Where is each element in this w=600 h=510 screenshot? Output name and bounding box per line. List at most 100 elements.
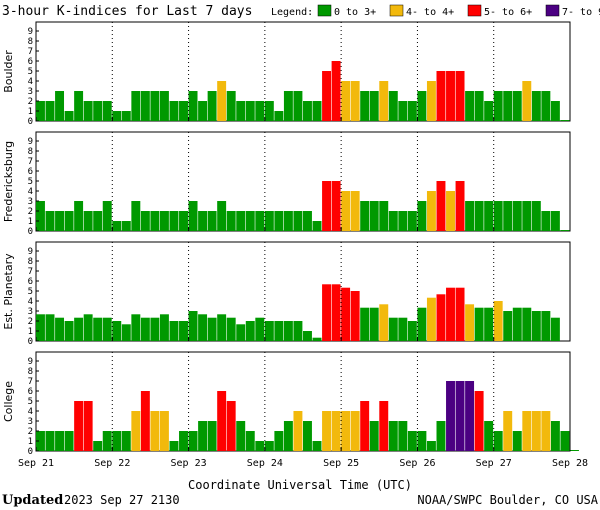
- kindex-bar: [455, 181, 465, 231]
- kindex-bar: [503, 91, 513, 121]
- y-tick-label: 3: [28, 197, 33, 207]
- kindex-bar: [341, 81, 351, 121]
- kindex-bar: [236, 101, 246, 121]
- y-tick-label: 1: [28, 217, 33, 227]
- kindex-bar: [245, 431, 255, 451]
- kindex-bar: [350, 411, 360, 451]
- kindex-bar: [388, 421, 398, 451]
- chart-title: 3-hour K-indices for Last 7 days: [2, 4, 252, 19]
- kindex-bar: [303, 101, 312, 121]
- kindex-bar: [207, 91, 217, 121]
- kindex-bar: [45, 211, 55, 231]
- kindex-bar: [303, 331, 312, 341]
- kindex-bar: [121, 324, 131, 341]
- y-tick-label: 4: [28, 187, 33, 197]
- y-tick-label: 7: [28, 267, 33, 277]
- kindex-bar: [83, 211, 93, 231]
- kindex-bar: [446, 191, 455, 231]
- kindex-bar: [179, 431, 188, 451]
- kindex-bar: [140, 391, 150, 451]
- y-tick-label: 8: [28, 37, 33, 47]
- y-tick-label: 9: [28, 27, 33, 37]
- kindex-bar: [102, 317, 112, 341]
- kindex-bar: [407, 101, 417, 121]
- kindex-bar: [236, 211, 246, 231]
- kindex-bar: [379, 304, 389, 341]
- kindex-bar: [446, 287, 455, 341]
- kindex-bar: [159, 91, 169, 121]
- kindex-bar: [474, 201, 484, 231]
- kindex-bar: [169, 321, 179, 341]
- kindex-bar: [312, 101, 322, 121]
- x-tick-label: Sep 28: [552, 458, 588, 469]
- kindex-bar: [64, 211, 74, 231]
- kindex-bar: [274, 211, 284, 231]
- y-tick-label: 0: [28, 337, 33, 347]
- kindex-bar: [350, 81, 360, 121]
- kindex-bar: [245, 101, 255, 121]
- kindex-bar: [150, 211, 160, 231]
- kindex-bar: [245, 211, 255, 231]
- kindex-bar: [531, 91, 541, 121]
- kindex-bar: [369, 421, 379, 451]
- kindex-bar: [293, 91, 303, 121]
- kindex-bar: [198, 101, 208, 121]
- legend-label: Legend:: [271, 7, 313, 18]
- kindex-bar: [550, 317, 560, 341]
- kindex-bar: [436, 294, 446, 341]
- kindex-bar: [293, 321, 303, 341]
- kindex-bar: [64, 321, 74, 341]
- updated-label: Updated: [2, 493, 63, 508]
- kindex-bar: [198, 211, 208, 231]
- y-tick-label: 3: [28, 417, 33, 427]
- kindex-bar: [541, 411, 551, 451]
- kindex-bar: [140, 211, 150, 231]
- kindex-bar: [93, 317, 103, 341]
- y-tick-label: 1: [28, 107, 33, 117]
- kindex-bar: [465, 91, 475, 121]
- legend-swatch: [317, 4, 332, 17]
- kindex-bar: [312, 337, 322, 341]
- kindex-bar: [274, 431, 284, 451]
- kindex-bar: [188, 311, 198, 341]
- kindex-bar: [436, 71, 446, 121]
- kindex-bar: [522, 81, 532, 121]
- kindex-bar: [379, 201, 389, 231]
- kindex-bar: [312, 221, 322, 231]
- kindex-bar: [188, 201, 198, 231]
- kindex-bar: [322, 284, 332, 341]
- kindex-bar: [436, 181, 446, 231]
- y-tick-label: 3: [28, 87, 33, 97]
- kindex-bar: [465, 304, 475, 341]
- kindex-bar: [531, 311, 541, 341]
- kindex-bar: [226, 211, 236, 231]
- kindex-bar: [446, 381, 455, 451]
- legend-entry: 0 to 3+: [334, 7, 376, 18]
- kindex-bar: [169, 441, 179, 451]
- kindex-bar: [512, 431, 522, 451]
- kindex-bar: [455, 287, 465, 341]
- y-tick-label: 2: [28, 317, 33, 327]
- y-tick-label: 2: [28, 427, 33, 437]
- kindex-bar: [264, 441, 274, 451]
- kindex-bar: [360, 201, 370, 231]
- kindex-bar: [322, 71, 332, 121]
- kindex-bar: [388, 91, 398, 121]
- station-label: College: [2, 381, 15, 422]
- kindex-bar: [417, 307, 427, 341]
- kindex-bar: [188, 431, 198, 451]
- kindex-bar: [159, 314, 169, 341]
- y-tick-label: 6: [28, 57, 33, 67]
- kindex-bar: [45, 314, 55, 341]
- x-tick-label: Sep 25: [323, 458, 359, 469]
- kindex-bar: [131, 91, 141, 121]
- x-tick-label: Sep 23: [171, 458, 207, 469]
- kindex-bar: [369, 201, 379, 231]
- kindex-bar: [446, 71, 455, 121]
- kindex-bar: [150, 317, 160, 341]
- kindex-bar: [236, 421, 246, 451]
- y-tick-label: 5: [28, 397, 33, 407]
